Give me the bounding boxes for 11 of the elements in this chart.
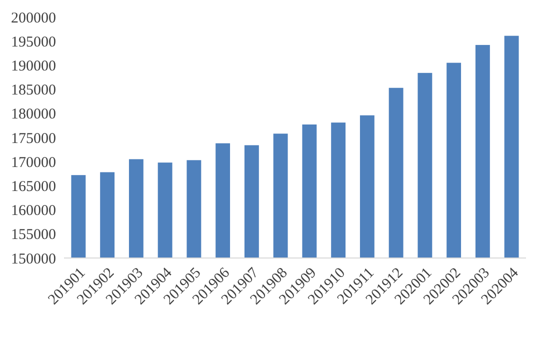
y-tick-label: 150000 [11, 251, 56, 268]
y-tick-label: 185000 [11, 82, 56, 99]
y-tick-label: 175000 [11, 130, 56, 147]
y-tick-label: 190000 [11, 58, 56, 74]
y-tick-label: 170000 [11, 154, 56, 171]
y-tick-label: 155000 [11, 227, 56, 244]
y-tick-label: 165000 [11, 178, 56, 195]
y-tick-label: 200000 [11, 10, 56, 26]
y-tick-label: 195000 [11, 34, 56, 50]
y-tick-label: 160000 [11, 203, 56, 220]
y-tick-label: 180000 [11, 106, 56, 123]
